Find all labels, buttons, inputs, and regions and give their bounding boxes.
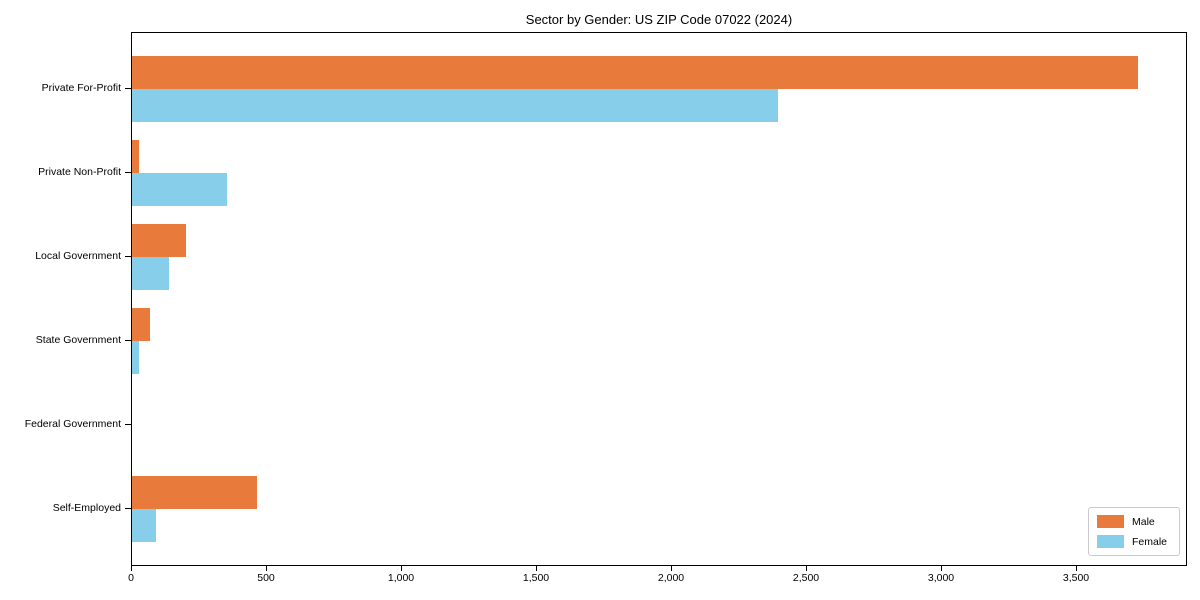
- legend-swatch-female: [1096, 535, 1124, 548]
- y-tick-mark: [125, 340, 131, 341]
- legend-item-female: Female: [1096, 535, 1167, 548]
- x-tick-label: 2,500: [792, 572, 820, 584]
- x-tick-mark: [266, 566, 267, 571]
- y-tick-mark: [125, 424, 131, 425]
- y-category-label-self-employed: Self-Employed: [52, 502, 121, 514]
- bar-female-local-government: [132, 257, 169, 290]
- x-tick-mark: [1076, 566, 1078, 571]
- legend-swatch-male: [1096, 515, 1124, 528]
- y-category-label-private-non-profit: Private Non-Profit: [38, 166, 121, 178]
- x-tick-label: 0: [128, 572, 134, 584]
- plot-area: Male Female: [131, 32, 1187, 566]
- x-tick-mark: [806, 566, 808, 571]
- x-tick-mark: [401, 566, 402, 571]
- y-tick-mark: [125, 256, 131, 257]
- x-tick-mark: [941, 566, 943, 571]
- chart-title: Sector by Gender: US ZIP Code 07022 (202…: [525, 12, 793, 27]
- x-tick-label: 1,000: [387, 572, 415, 584]
- x-tick-label: 1,500: [522, 572, 550, 584]
- x-tick-label: 2,000: [657, 572, 685, 584]
- y-category-label-federal-government: Federal Government: [24, 418, 121, 430]
- x-tick-mark: [131, 566, 132, 571]
- bar-male-state-government: [132, 308, 151, 341]
- bar-female-state-government: [132, 341, 139, 374]
- y-tick-mark: [125, 172, 131, 173]
- legend-label-male: Male: [1131, 515, 1155, 528]
- y-tick-mark: [125, 508, 131, 509]
- bar-female-private-for-profit: [132, 89, 779, 122]
- bar-male-self-employed: [132, 476, 257, 509]
- y-tick-mark: [125, 88, 131, 89]
- bar-male-private-for-profit: [132, 56, 1138, 89]
- bar-female-private-non-profit: [132, 173, 228, 206]
- legend: Male Female: [1087, 507, 1180, 556]
- x-tick-mark: [671, 566, 672, 571]
- x-tick-label: 500: [257, 572, 275, 584]
- x-tick-label: 3,500: [1062, 572, 1090, 584]
- legend-item-male: Male: [1096, 515, 1167, 528]
- bar-male-local-government: [132, 224, 186, 257]
- x-tick-mark: [536, 566, 537, 571]
- x-tick-label: 3,000: [927, 572, 955, 584]
- bar-male-private-non-profit: [132, 140, 140, 173]
- y-category-label-state-government: State Government: [35, 334, 121, 346]
- legend-label-female: Female: [1131, 535, 1167, 548]
- bar-female-self-employed: [132, 509, 157, 542]
- y-category-label-local-government: Local Government: [35, 250, 121, 262]
- y-category-label-private-for-profit: Private For-Profit: [41, 82, 121, 94]
